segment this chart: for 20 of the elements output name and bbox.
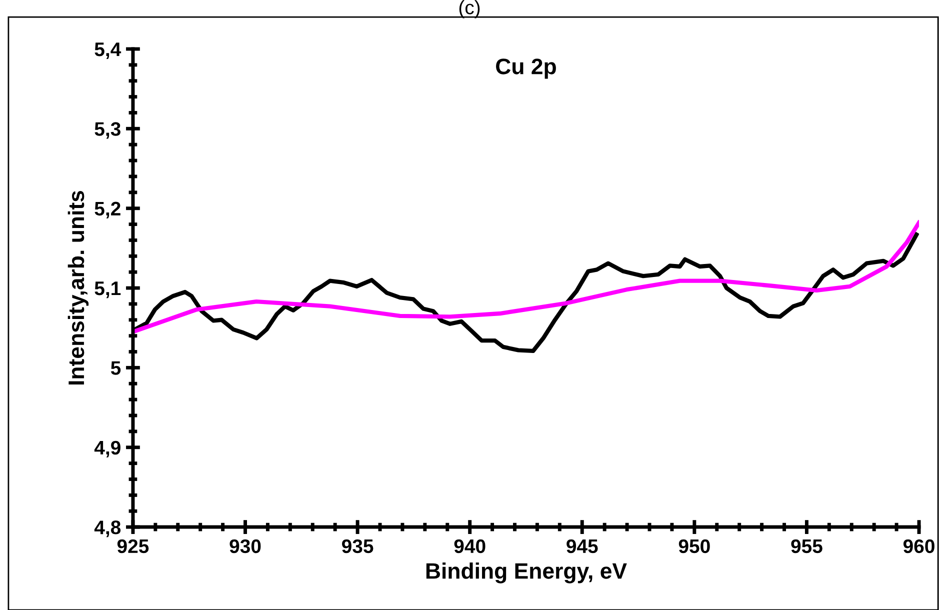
line-series [132, 220, 919, 334]
y-axis-title: Intensity,arb. units [68, 190, 89, 384]
x-tick-label: 930 [230, 539, 261, 554]
y-tick-label: 5,1 [94, 282, 121, 298]
chart-title: Cu 2p [496, 58, 556, 79]
x-tick-label: 960 [903, 539, 934, 554]
x-tick-label: 925 [117, 539, 149, 554]
x-axis-title: Binding Energy, eV [426, 562, 627, 584]
x-tick-label: 935 [342, 539, 374, 554]
x-tick-label: 955 [791, 539, 822, 554]
y-tick-label: 5 [110, 361, 121, 375]
y-tick-label: 5,4 [94, 42, 122, 60]
x-tick-label: 950 [678, 539, 710, 554]
y-tick-label: 5,3 [94, 122, 120, 139]
x-tick-label: 940 [454, 539, 486, 554]
x-tick-label: 945 [566, 539, 598, 554]
text: (c) [459, 0, 480, 18]
y-tick-label: 5,2 [94, 202, 120, 218]
y-tick-label: 4,9 [94, 440, 120, 458]
y-tick-label: 4,8 [94, 520, 121, 538]
